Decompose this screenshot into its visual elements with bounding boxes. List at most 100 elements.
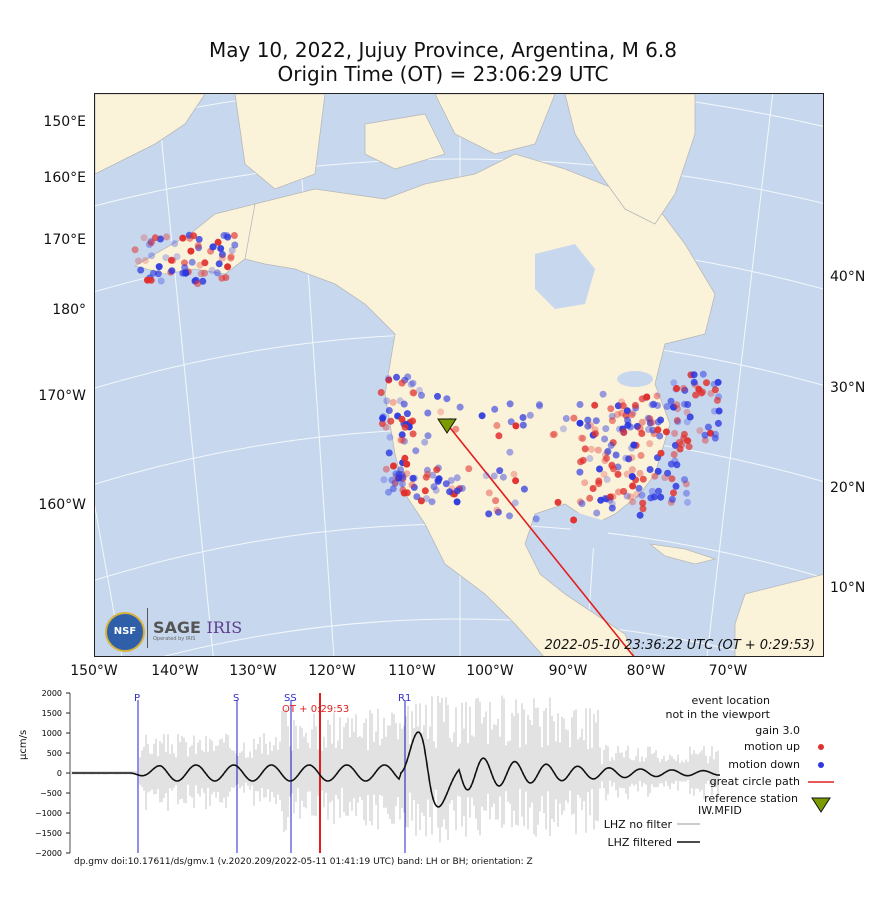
station-dot bbox=[434, 392, 441, 400]
station-dot bbox=[602, 425, 610, 433]
station-dot bbox=[218, 254, 226, 262]
station-dot bbox=[606, 496, 614, 504]
station-dot bbox=[383, 397, 391, 405]
station-dot bbox=[453, 487, 461, 495]
station-dot bbox=[208, 266, 216, 274]
station-dot bbox=[387, 417, 395, 425]
station-dot bbox=[421, 487, 429, 495]
station-dot bbox=[520, 485, 528, 493]
station-dot bbox=[628, 411, 636, 419]
station-dot bbox=[396, 397, 404, 405]
station-dot bbox=[447, 477, 455, 484]
station-dot bbox=[607, 405, 615, 413]
station-dot bbox=[218, 274, 226, 282]
station-dot bbox=[190, 232, 198, 240]
station-dot bbox=[591, 401, 599, 409]
station-dot bbox=[409, 474, 417, 482]
station-dot bbox=[638, 418, 646, 426]
station-dot bbox=[149, 269, 157, 277]
station-dot bbox=[453, 474, 461, 482]
station-dot bbox=[668, 475, 676, 483]
station-dot bbox=[423, 495, 430, 503]
station-dot bbox=[699, 370, 707, 378]
station-dot bbox=[577, 434, 585, 442]
station-dot bbox=[623, 407, 631, 415]
station-dot bbox=[154, 270, 162, 278]
station-dot bbox=[638, 491, 646, 499]
station-dot bbox=[230, 232, 238, 239]
station-dot bbox=[670, 489, 677, 497]
station-dot bbox=[550, 430, 558, 438]
station-dot bbox=[482, 472, 490, 480]
station-dot bbox=[378, 420, 386, 427]
station-dot bbox=[604, 447, 612, 455]
station-dot bbox=[623, 492, 631, 500]
station-dot bbox=[601, 451, 609, 459]
station-dot bbox=[614, 470, 622, 478]
seismogram-ytick: 1000 bbox=[42, 729, 62, 738]
station-dot bbox=[579, 434, 587, 442]
seismogram-ytick: −1500 bbox=[35, 829, 62, 838]
station-dot bbox=[581, 479, 589, 487]
station-dot bbox=[410, 389, 418, 397]
station-dot bbox=[670, 379, 678, 387]
station-dot bbox=[559, 425, 567, 433]
station-dot bbox=[401, 454, 409, 462]
station-dot bbox=[622, 454, 630, 462]
station-dot bbox=[704, 423, 712, 431]
station-dot bbox=[586, 455, 594, 462]
station-dot bbox=[403, 460, 411, 468]
reference-station-symbol bbox=[811, 797, 831, 813]
station-dot bbox=[443, 395, 451, 403]
station-dot bbox=[613, 411, 621, 418]
station-dot bbox=[397, 466, 405, 474]
station-dot bbox=[635, 484, 643, 492]
station-dot bbox=[231, 241, 239, 249]
station-dot bbox=[674, 418, 682, 426]
station-dot bbox=[532, 515, 540, 523]
seismogram-ytick: 2000 bbox=[42, 689, 62, 698]
station-dot bbox=[714, 378, 722, 386]
station-dot bbox=[215, 260, 223, 268]
station-dot bbox=[434, 477, 442, 485]
station-dot bbox=[452, 425, 460, 433]
station-dot bbox=[646, 440, 654, 448]
station-dot bbox=[437, 408, 445, 416]
station-dot bbox=[695, 385, 703, 393]
station-dot bbox=[673, 385, 681, 392]
legend-filtered: LHZ filtered bbox=[607, 836, 672, 849]
station-dot bbox=[714, 419, 722, 427]
reference-station-marker[interactable] bbox=[437, 418, 457, 434]
station-dot bbox=[610, 465, 617, 473]
station-dot bbox=[654, 418, 662, 426]
station-dot bbox=[179, 234, 187, 242]
station-dot bbox=[507, 418, 515, 426]
station-dot bbox=[707, 429, 714, 437]
map-left-label: 170°W bbox=[38, 388, 86, 404]
map-bottom-label: 70°W bbox=[708, 663, 748, 679]
station-dot bbox=[670, 451, 678, 458]
station-dot bbox=[655, 487, 662, 495]
phase-label-s: S bbox=[233, 693, 240, 704]
map-bottom-label: 140°W bbox=[151, 663, 199, 679]
station-dot bbox=[608, 417, 616, 425]
station-dot bbox=[385, 449, 393, 457]
seismogram-ytick: −2000 bbox=[35, 849, 62, 858]
station-dot bbox=[650, 400, 658, 408]
station-dot bbox=[526, 411, 534, 419]
station-dot bbox=[630, 441, 638, 449]
station-dot bbox=[625, 455, 633, 463]
station-dot bbox=[428, 498, 436, 506]
station-dot bbox=[593, 509, 601, 517]
station-dot bbox=[643, 393, 651, 401]
station-dot bbox=[676, 445, 684, 453]
station-dot bbox=[379, 414, 387, 422]
map-viewport[interactable]: NSF SAGE IRIS Operated by IRIS 2022-05-1… bbox=[94, 93, 824, 657]
motion-down-symbol bbox=[818, 762, 824, 768]
station-dot bbox=[570, 414, 578, 422]
station-dot bbox=[429, 471, 437, 479]
station-dot bbox=[667, 397, 675, 405]
station-dot bbox=[422, 473, 430, 481]
legend-event-note-2: not in the viewport bbox=[665, 708, 770, 721]
station-dot bbox=[576, 468, 584, 476]
